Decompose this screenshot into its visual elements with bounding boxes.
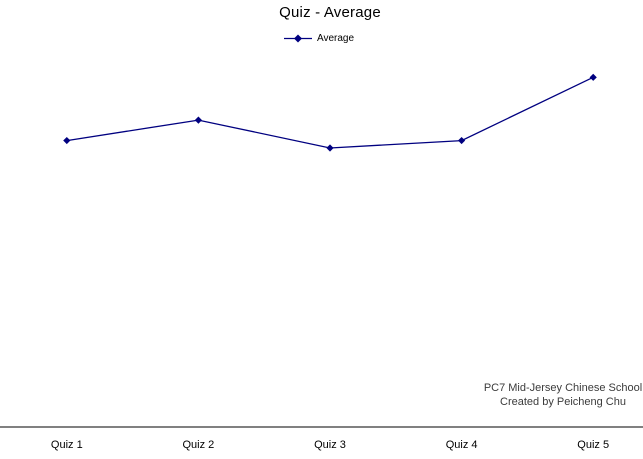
chart-title: Quiz - Average [279,4,381,21]
footer-credit: PC7 Mid-Jersey Chinese School Created by… [483,381,643,409]
data-point-marker-quiz-4 [458,136,466,145]
x-axis-label-quiz-5: Quiz 5 [577,439,610,451]
x-axis-label-quiz-2: Quiz 2 [182,439,215,451]
data-point-marker-quiz-3 [326,144,334,152]
data-point-marker-quiz-5 [589,73,597,81]
footer-credit-line2: Created by Peicheng Chu [500,396,626,408]
legend-diamond-marker-icon [283,34,312,43]
legend: Average [0,33,638,44]
x-axis-label-quiz-3: Quiz 3 [314,439,346,451]
x-axis-label-quiz-4: Quiz 4 [445,439,478,451]
legend-label-average: Average [316,33,355,44]
data-point-marker-quiz-2 [194,116,202,124]
footer-credit-line1: PC7 Mid-Jersey Chinese School [483,382,643,394]
x-axis-label-quiz-1: Quiz 1 [50,439,83,451]
data-point-marker-quiz-1 [63,136,71,145]
average-series-line [66,76,594,149]
